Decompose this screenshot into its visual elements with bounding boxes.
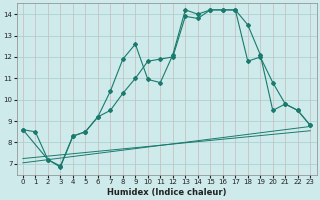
- X-axis label: Humidex (Indice chaleur): Humidex (Indice chaleur): [107, 188, 226, 197]
